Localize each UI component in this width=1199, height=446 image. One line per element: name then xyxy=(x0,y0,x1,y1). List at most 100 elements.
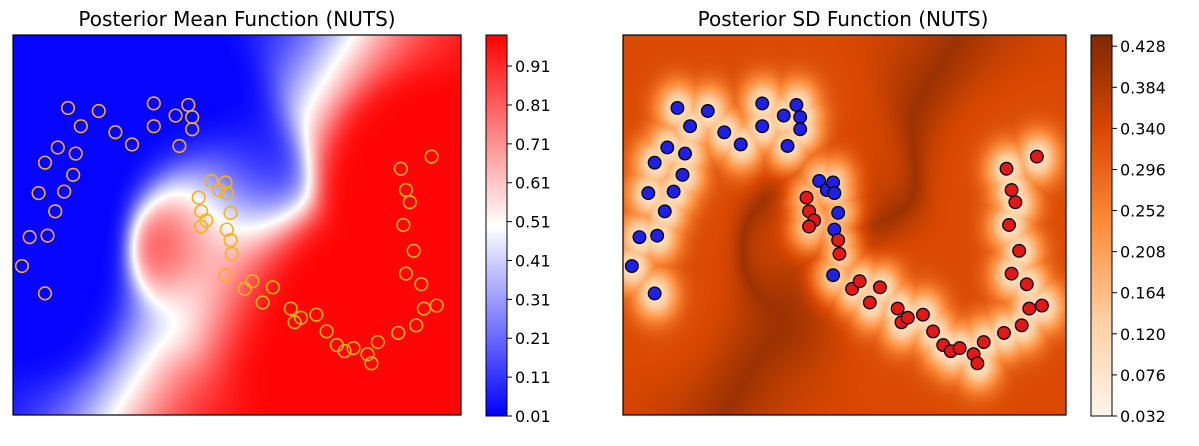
mean-point-class-1-0 xyxy=(191,190,206,205)
mean-colorbar-tick-label-5: 0.51 xyxy=(515,213,551,232)
sd-point-class-0-29 xyxy=(678,146,692,161)
sd-colorbar-tick-label-3: 0.164 xyxy=(1120,284,1166,303)
sd-colorbar-tick-label-4: 0.208 xyxy=(1120,243,1166,262)
sd-point-class-0-5 xyxy=(755,96,770,111)
mean-colorbar-tick-label-1: 0.11 xyxy=(515,368,551,387)
mean-colorbar-tick-label-2: 0.21 xyxy=(515,329,551,348)
sd-point-class-0-2 xyxy=(700,104,715,118)
sd-axes-frame xyxy=(622,34,1067,416)
sd-point-class-1-19 xyxy=(976,335,991,349)
mean-point-class-1-25 xyxy=(398,266,414,281)
mean-point-class-1-16 xyxy=(337,344,352,359)
mean-point-class-0-7 xyxy=(168,108,183,123)
sd-point-class-0-7 xyxy=(776,108,791,123)
mean-point-class-0-11 xyxy=(185,122,200,137)
sd-plot-area xyxy=(622,34,1067,416)
mean-point-class-1-17 xyxy=(346,341,361,356)
mean-point-class-1-30 xyxy=(393,161,408,176)
sd-point-class-0-9 xyxy=(789,97,804,112)
mean-point-class-1-24 xyxy=(414,277,429,292)
sd-point-class-1-14 xyxy=(926,324,941,339)
mean-point-class-1-20 xyxy=(391,325,406,341)
sd-point-class-0-8 xyxy=(780,139,795,153)
sd-point-class-0-26 xyxy=(831,205,846,220)
sd-point-class-0-12 xyxy=(660,140,675,155)
mean-point-class-0-21 xyxy=(57,184,72,199)
mean-point-class-0-22 xyxy=(204,173,219,189)
mean-point-class-1-22 xyxy=(416,301,431,316)
mean-colorbar-tick-label-7: 0.71 xyxy=(515,135,551,154)
mean-point-class-1-4 xyxy=(223,233,238,248)
mean-point-class-1-26 xyxy=(406,243,421,258)
sd-point-class-0-11 xyxy=(793,122,808,137)
sd-point-class-1-31 xyxy=(1029,149,1044,164)
mean-point-class-1-21 xyxy=(409,318,424,333)
sd-colorbar-tick-label-0: 0.032 xyxy=(1120,407,1166,426)
sd-point-class-1-13 xyxy=(916,307,930,322)
mean-point-class-1-19 xyxy=(370,334,385,350)
sd-point-class-0-6 xyxy=(755,119,770,134)
mean-point-class-0-1 xyxy=(73,119,88,134)
mean-point-class-0-18 xyxy=(14,258,30,274)
sd-point-class-1-3 xyxy=(802,219,817,234)
mean-point-class-0-20 xyxy=(66,167,81,182)
sd-point-class-1-23 xyxy=(1035,298,1049,313)
sd-point-class-0-13 xyxy=(647,155,662,170)
sd-point-class-0-16 xyxy=(650,228,665,243)
sd-point-class-0-20 xyxy=(675,167,690,182)
mean-point-class-1-29 xyxy=(398,182,414,198)
mean-colorbar-tick-label-8: 0.81 xyxy=(515,96,551,115)
mean-point-class-0-15 xyxy=(48,204,63,219)
sd-point-class-0-3 xyxy=(717,125,732,140)
sd-point-class-1-8 xyxy=(862,295,877,310)
mean-colorbar-ticks: 0.01 0.11 0.21 0.31 0.41 0.51 0.61 0.71 0.81 0.91 xyxy=(507,57,551,426)
mean-axes-frame xyxy=(12,34,462,416)
mean-colorbar: 0.01 0.11 0.21 0.31 0.41 0.51 0.61 0.71 0.81 0.91 xyxy=(485,34,551,426)
sd-points xyxy=(624,96,1049,371)
sd-colorbar: 0.032 0.076 0.120 0.164 0.208 0.252 0.296 0.340… xyxy=(1090,34,1166,426)
mean-point-class-0-12 xyxy=(50,140,65,155)
sd-point-class-0-18 xyxy=(624,259,639,273)
sd-point-class-1-22 xyxy=(1022,301,1037,316)
mean-point-class-1-32 xyxy=(364,356,379,371)
mean-point-class-1-7 xyxy=(245,274,260,289)
sd-heatmap xyxy=(623,35,1066,415)
mean-point-class-0-6 xyxy=(146,119,161,134)
sd-point-class-1-20 xyxy=(997,325,1011,340)
sd-point-class-1-10 xyxy=(890,301,905,316)
mean-point-class-1-31 xyxy=(424,149,439,164)
sd-point-class-0-22 xyxy=(812,173,827,188)
mean-point-class-0-5 xyxy=(146,96,161,111)
mean-colorbar-tick-label-9: 0.91 xyxy=(515,57,551,76)
sd-colorbar-tick-label-8: 0.384 xyxy=(1120,78,1166,97)
mean-point-class-0-4 xyxy=(124,137,140,152)
sd-point-class-0-15 xyxy=(657,204,672,219)
sd-point-class-0-28 xyxy=(826,268,841,283)
mean-point-class-0-3 xyxy=(108,125,123,140)
mean-point-class-0-13 xyxy=(37,155,53,170)
sd-colorbar-tick-label-1: 0.076 xyxy=(1120,366,1166,385)
mean-point-class-1-18 xyxy=(360,347,375,362)
sd-point-class-0-17 xyxy=(632,230,647,245)
sd-point-class-0-21 xyxy=(666,184,681,199)
sd-colorbar-tick-label-6: 0.296 xyxy=(1120,160,1166,179)
mean-point-class-1-3 xyxy=(194,219,209,234)
sd-point-class-1-5 xyxy=(832,246,847,261)
mean-colorbar-tick-label-0: 0.01 xyxy=(515,407,551,426)
mean-point-class-1-14 xyxy=(319,324,334,339)
mean-point-class-0-14 xyxy=(31,185,46,201)
mean-colorbar-tick-label-6: 0.61 xyxy=(515,174,551,193)
sd-colorbar-tick-label-2: 0.120 xyxy=(1120,325,1166,344)
mean-point-class-0-0 xyxy=(60,100,76,116)
sd-point-class-0-14 xyxy=(641,186,656,201)
mean-point-class-0-25 xyxy=(219,185,234,201)
mean-point-class-0-19 xyxy=(37,286,53,301)
mean-point-class-1-5 xyxy=(224,246,239,261)
sd-point-class-0-19 xyxy=(647,286,662,301)
mean-point-class-1-6 xyxy=(237,281,252,296)
mean-point-class-0-17 xyxy=(22,230,37,245)
sd-point-class-1-30 xyxy=(999,161,1014,176)
sd-point-class-0-1 xyxy=(683,119,698,134)
mean-point-class-0-26 xyxy=(223,205,238,220)
sd-point-class-1-32 xyxy=(970,356,985,371)
